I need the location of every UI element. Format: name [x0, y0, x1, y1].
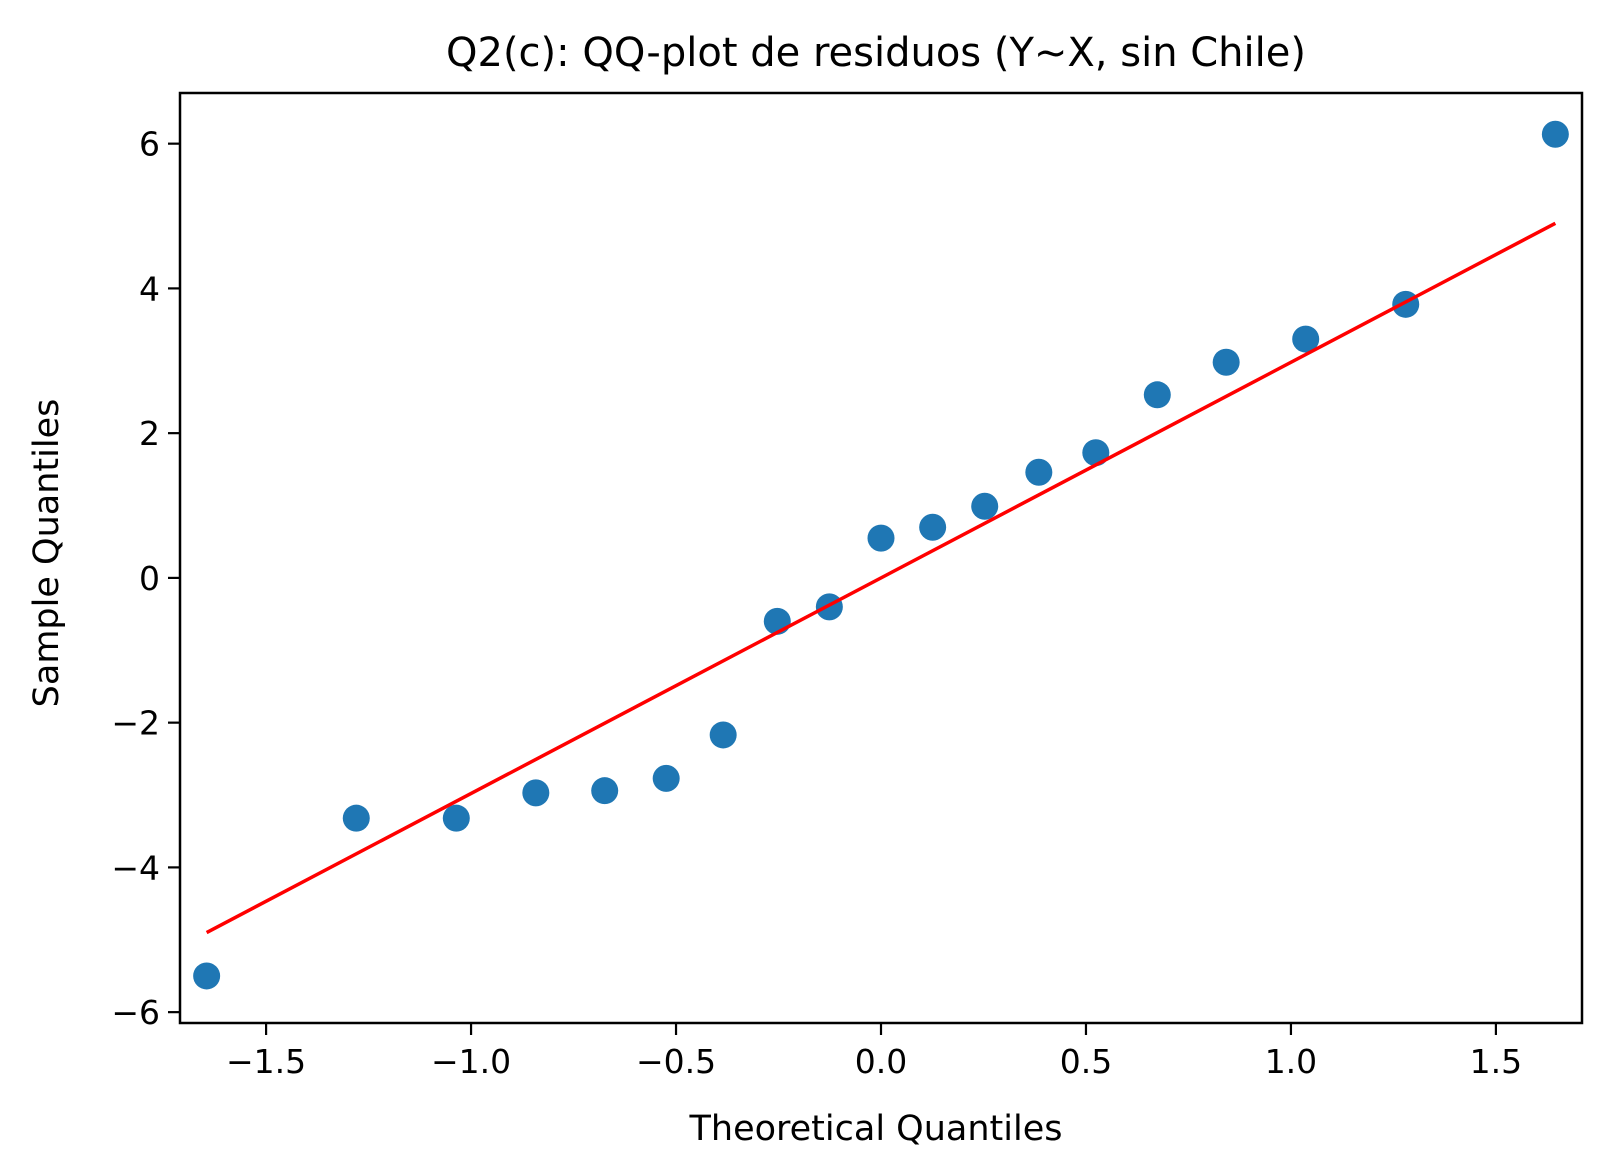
plot-area — [193, 120, 1569, 990]
data-point — [1392, 290, 1420, 318]
y-tick-label: −4 — [111, 848, 160, 887]
y-tick-label: 2 — [139, 414, 160, 453]
data-point — [342, 804, 370, 832]
axes-frame — [178, 91, 1584, 1025]
data-point — [709, 721, 737, 749]
data-point — [1082, 439, 1110, 467]
data-point — [919, 513, 947, 541]
data-point — [522, 779, 550, 807]
data-point — [1143, 381, 1171, 409]
x-tick-label: 1.0 — [1265, 1042, 1317, 1081]
y-tick-label: 6 — [139, 125, 160, 164]
y-axis-label: Sample Quantiles — [27, 399, 67, 708]
data-point — [652, 764, 680, 792]
y-tick-label: −6 — [111, 993, 160, 1032]
data-point — [591, 777, 619, 805]
x-tick-label: −0.5 — [636, 1042, 716, 1081]
x-axis-ticks: −1.5 −1.0 −0.5 0.0 0.5 1.0 1.5 — [226, 1023, 1522, 1081]
data-point — [1541, 120, 1569, 148]
y-tick-label: 4 — [139, 269, 160, 308]
y-tick-label: −2 — [111, 704, 160, 743]
x-tick-label: 0.5 — [1060, 1042, 1112, 1081]
chart-title: Q2(c): QQ-plot de residuos (Y~X, sin Chi… — [446, 30, 1306, 76]
x-tick-label: −1.5 — [226, 1042, 306, 1081]
data-point — [867, 524, 895, 552]
x-tick-label: 0.0 — [855, 1042, 907, 1081]
x-axis-label: Theoretical Quantiles — [689, 1109, 1063, 1149]
y-axis-ticks: −6 −4 −2 0 2 4 6 — [111, 125, 180, 1032]
data-point — [1292, 325, 1320, 353]
data-point — [1212, 348, 1240, 376]
x-tick-label: 1.5 — [1470, 1042, 1522, 1081]
data-point — [442, 804, 470, 832]
data-point — [193, 962, 221, 990]
data-point — [1025, 458, 1053, 486]
x-tick-label: −1.0 — [431, 1042, 511, 1081]
y-tick-label: 0 — [139, 559, 160, 598]
reference-fit-line — [205, 221, 1557, 935]
data-point — [971, 492, 999, 520]
